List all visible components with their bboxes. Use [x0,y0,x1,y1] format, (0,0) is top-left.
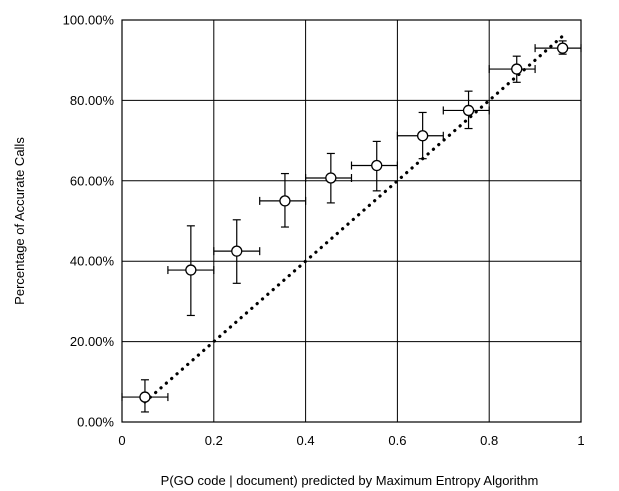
x-axis-tick-labels: 0 0.2 0.4 0.6 0.8 1 [118,433,584,448]
point-marker [279,195,291,207]
data-points [121,40,582,413]
y-axis-title: Percentage of Accurate Calls [12,137,27,305]
data-point [305,152,353,204]
point-marker [556,42,569,54]
data-point [167,225,215,317]
x-tick-label: 0 [118,433,125,448]
point-marker [416,130,429,142]
data-point [350,140,398,192]
point-marker [185,264,197,276]
x-tick-label: 0.2 [205,433,223,448]
data-point [213,219,261,284]
x-axis-title: P(GO code | document) predicted by Maxim… [161,473,539,488]
point-marker [139,391,151,403]
y-tick-label: 20.00% [70,334,115,349]
y-tick-label: 100.00% [63,13,115,28]
point-marker [325,172,337,184]
data-point [121,379,169,413]
x-tick-label: 0.8 [480,433,498,448]
diagonal-reference-line [143,34,565,404]
x-tick-label: 0.4 [297,433,315,448]
y-tick-label: 60.00% [70,173,115,188]
x-tick-label: 0.6 [388,433,406,448]
y-tick-label: 80.00% [70,93,115,108]
data-point [442,90,490,130]
y-tick-label: 0.00% [77,415,114,430]
point-marker [462,104,475,117]
x-tick-label: 1 [577,433,584,448]
reference-line [143,34,565,404]
y-axis-tick-labels: 0.00% 20.00% 40.00% 60.00% 80.00% 100.00% [63,13,115,430]
data-point [534,40,582,55]
data-point [396,111,444,160]
point-marker [231,245,243,257]
point-marker [511,63,523,75]
plot-area [121,19,582,423]
data-point [259,172,307,228]
y-tick-label: 40.00% [70,254,115,269]
point-marker [371,159,383,172]
data-point [488,55,536,83]
